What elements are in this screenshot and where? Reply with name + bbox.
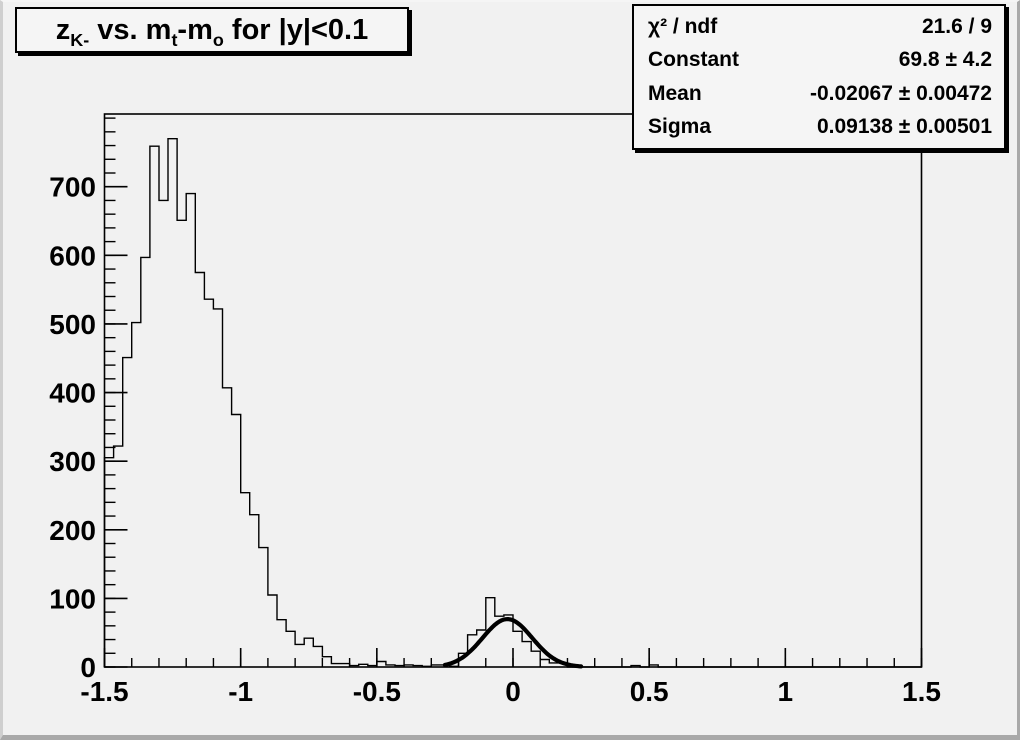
y-tick-label: 200 [49, 515, 96, 546]
title-subscript: o [212, 29, 224, 50]
histogram-path [103, 138, 922, 668]
stat-label: Sigma [648, 115, 712, 139]
plot-frame-group [103, 113, 923, 668]
stat-label: Mean [648, 81, 702, 105]
stats-row-mean: Mean -0.02067 ± 0.00472 [634, 82, 1004, 106]
title-text-segment: vs. m [89, 13, 172, 46]
y-tick-label: 700 [49, 172, 96, 203]
title-text-segment: -m [177, 13, 213, 46]
y-tick-label: 300 [49, 446, 96, 477]
x-tick-label: 1.5 [902, 676, 941, 707]
x-tick-label: -1 [228, 676, 253, 707]
stat-label: Constant [648, 48, 739, 72]
y-tick-label: 600 [49, 240, 96, 271]
fit-stats-box: χ² / ndf 21.6 / 9 Constant 69.8 ± 4.2 Me… [632, 4, 1006, 150]
stat-label: χ² / ndf [648, 14, 718, 38]
title-text-segment: for |y|<0.1 [223, 13, 369, 46]
title-subscript: t [171, 29, 178, 50]
stats-row-chi2: χ² / ndf 21.6 / 9 [634, 15, 1004, 39]
y-axis: 0 100 200 300 400 500 600 700 [49, 117, 128, 683]
plot-frame [103, 113, 923, 668]
page-title-text: zK- vs. mt-mo for |y|<0.1 [55, 13, 369, 50]
stat-value: 21.6 / 9 [921, 14, 992, 38]
stat-value: -0.02067 ± 0.00472 [809, 81, 992, 105]
x-tick-label: 1 [778, 676, 794, 707]
stat-value: 0.09138 ± 0.00501 [816, 115, 992, 139]
stats-row-sigma: Sigma 0.09138 ± 0.00501 [634, 115, 1004, 139]
stats-row-constant: Constant 69.8 ± 4.2 [634, 48, 1004, 72]
x-tick-label: 0 [505, 676, 521, 707]
gaussian-fit-curve [442, 617, 584, 669]
plot-svg: -1.5 -1 -0.5 0 0.5 1 1.5 0 100 200 300 400 500 600 70… [49, 113, 941, 707]
y-tick-label: 0 [80, 652, 96, 683]
x-tick-label: -1.5 [80, 676, 128, 707]
plot-title-box: zK- vs. mt-mo for |y|<0.1 [15, 7, 409, 53]
stat-value: 69.8 ± 4.2 [898, 48, 992, 72]
y-tick-label: 100 [49, 583, 96, 614]
y-tick-label: 500 [49, 309, 96, 340]
title-subscript: K- [70, 29, 90, 50]
title-text-segment: z [55, 13, 71, 46]
x-axis: -1.5 -1 -0.5 0 0.5 1 1.5 [80, 648, 941, 707]
x-tick-label: 0.5 [630, 676, 669, 707]
x-tick-label: -0.5 [353, 676, 401, 707]
y-tick-label: 400 [49, 378, 96, 409]
